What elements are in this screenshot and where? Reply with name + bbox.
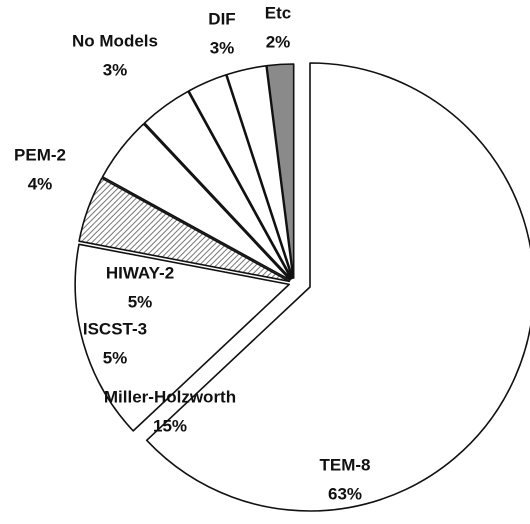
slice-value-label: 15%: [153, 416, 187, 435]
slice-value-label: 63%: [328, 484, 362, 503]
pie-slice: [74, 243, 290, 432]
pie-slice: [101, 123, 291, 281]
slice-value-label: 3%: [103, 60, 128, 79]
labels: TEM-8 63% Miller-Holzworth 15% ISCST-3 5% HIWA…: [14, 3, 370, 503]
slice-value-label: 5%: [103, 348, 128, 367]
slice-label: No Models: [72, 31, 158, 50]
pie-slice: [143, 90, 292, 280]
slice-value-label: 2%: [266, 32, 291, 51]
slice-label: Miller-Holzworth: [104, 387, 236, 406]
pie: [74, 62, 530, 512]
slice-label: PEM-2: [14, 145, 66, 164]
slice-label: TEM-8: [320, 455, 371, 474]
slice-label: DIF: [208, 9, 235, 28]
slice-label: HIWAY-2: [106, 263, 174, 282]
slice-value-label: 3%: [210, 38, 235, 57]
pie-slice: [78, 177, 291, 283]
pie-slice: [145, 62, 530, 512]
slice-label: ISCST-3: [83, 319, 147, 338]
pie-slice: [188, 74, 293, 280]
slice-label: Etc: [265, 3, 291, 22]
pie-slice: [266, 63, 295, 279]
slice-value-label: 4%: [28, 174, 53, 193]
slice-value-label: 5%: [128, 292, 153, 311]
